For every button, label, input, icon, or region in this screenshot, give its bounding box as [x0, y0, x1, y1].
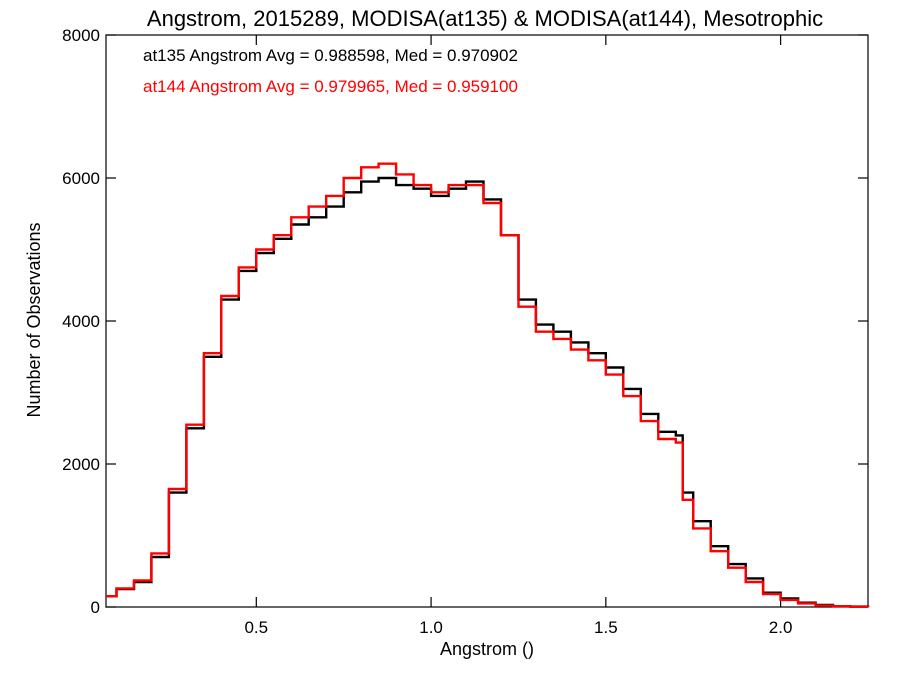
x-tick-label: 1.0: [419, 618, 443, 637]
y-tick-label: 2000: [62, 455, 100, 474]
x-tick-label: 1.5: [594, 618, 618, 637]
x-axis-label: Angstrom (): [440, 639, 534, 659]
series-group: [106, 162, 870, 608]
y-tick-label: 0: [91, 598, 100, 617]
y-axis-label: Number of Observations: [24, 222, 44, 417]
y-tick-label: 6000: [62, 169, 100, 188]
x-tick-label: 2.0: [769, 618, 793, 637]
chart-title: Angstrom, 2015289, MODISA(at135) & MODIS…: [147, 6, 823, 31]
series-at135-line: [106, 176, 870, 608]
y-axis: 0 2000 4000 6000 8000: [62, 26, 868, 617]
x-tick-label: 0.5: [244, 618, 268, 637]
y-tick-label: 4000: [62, 312, 100, 331]
annotation-at144: at144 Angstrom Avg = 0.979965, Med = 0.9…: [143, 77, 518, 96]
annotation-at135: at135 Angstrom Avg = 0.988598, Med = 0.9…: [143, 46, 518, 65]
series-at144-line: [106, 162, 870, 608]
x-axis: 0.5 1.0 1.5 2.0: [244, 35, 792, 637]
y-tick-label: 8000: [62, 26, 100, 45]
